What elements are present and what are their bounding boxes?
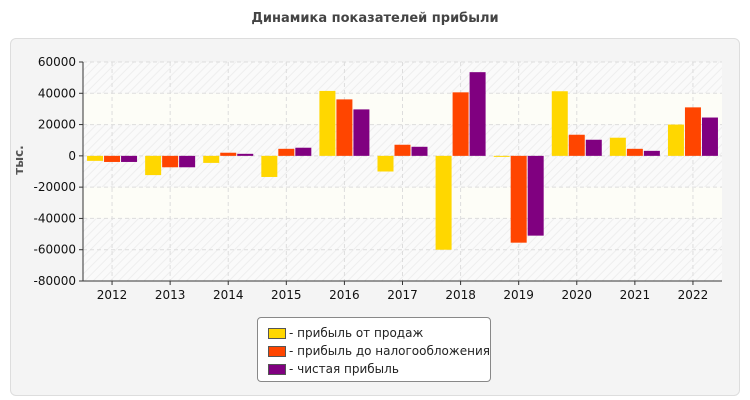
bar: [203, 155, 220, 163]
legend-swatch: [268, 345, 286, 357]
bar: [510, 155, 527, 243]
bar: [278, 148, 295, 156]
bar: [684, 107, 701, 156]
x-tick-label: 2014: [213, 288, 244, 302]
bar: [295, 147, 312, 156]
bar: [643, 150, 660, 156]
y-tick-label: 40000: [38, 86, 76, 100]
x-tick-label: 2019: [503, 288, 534, 302]
bar: [394, 144, 411, 156]
bar: [336, 99, 353, 156]
bar: [411, 146, 428, 156]
y-tick-label: -80000: [33, 274, 76, 288]
x-tick-label: 2015: [271, 288, 302, 302]
x-tick-label: 2021: [620, 288, 651, 302]
y-axis-label: тыс.: [12, 145, 26, 174]
bar: [568, 134, 585, 156]
bar: [626, 148, 643, 156]
x-tick-label: 2022: [678, 288, 709, 302]
bar: [435, 155, 452, 250]
y-tick-label: -60000: [33, 243, 76, 257]
bar: [585, 139, 602, 156]
bar: [551, 91, 568, 156]
y-tick-label: 60000: [38, 55, 76, 69]
legend-item[interactable]: - чистая прибыль: [268, 360, 490, 378]
bar: [469, 72, 486, 156]
bar: [353, 109, 370, 156]
legend-item[interactable]: - прибыль до налогообложения: [268, 342, 490, 360]
bar: [87, 155, 104, 161]
y-tick-label: 0: [68, 149, 76, 163]
bar: [179, 155, 196, 168]
x-tick-label: 2012: [97, 288, 128, 302]
chart-title: Динамика показателей прибыли: [251, 11, 499, 26]
x-tick-label: 2017: [387, 288, 418, 302]
legend-swatch: [268, 363, 286, 375]
bar: [527, 155, 544, 236]
x-tick-label: 2020: [561, 288, 592, 302]
bar: [452, 92, 469, 156]
bar: [145, 155, 162, 176]
legend-label: - прибыль от продаж: [289, 326, 424, 340]
bar: [104, 155, 121, 162]
bar: [319, 90, 336, 156]
bar: [493, 155, 510, 157]
bar: [701, 117, 718, 156]
y-tick-label: -20000: [33, 180, 76, 194]
y-tick-label: 20000: [38, 118, 76, 132]
y-tick-label: -40000: [33, 211, 76, 225]
bar: [162, 155, 179, 168]
bar: [121, 155, 138, 162]
legend-label: - чистая прибыль: [289, 362, 399, 376]
bar: [220, 152, 237, 156]
bar: [667, 124, 684, 156]
x-tick-label: 2016: [329, 288, 360, 302]
x-tick-label: 2018: [445, 288, 476, 302]
bar: [609, 137, 626, 156]
legend-label: - прибыль до налогообложения: [289, 344, 490, 358]
bar: [237, 153, 254, 156]
x-tick-label: 2013: [155, 288, 186, 302]
bar: [261, 155, 278, 177]
legend: - прибыль от продаж - прибыль до налогоо…: [257, 317, 491, 382]
bar: [377, 155, 394, 172]
legend-item[interactable]: - прибыль от продаж: [268, 324, 490, 342]
legend-swatch: [268, 327, 286, 339]
